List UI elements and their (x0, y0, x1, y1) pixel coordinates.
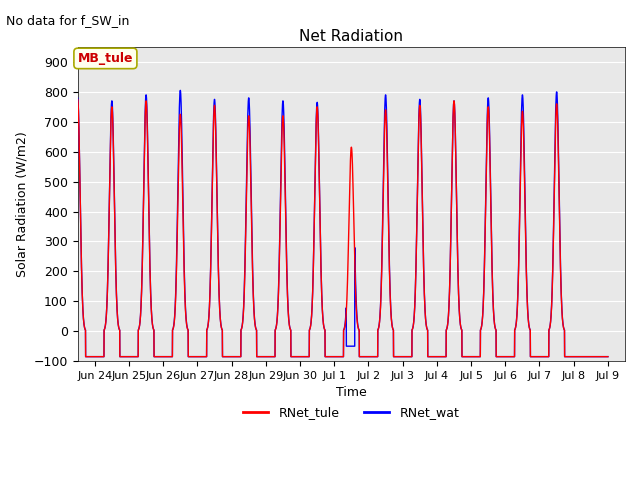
Text: No data for f_SW_in: No data for f_SW_in (6, 14, 130, 27)
X-axis label: Time: Time (336, 386, 367, 399)
Y-axis label: Solar Radiation (W/m2): Solar Radiation (W/m2) (15, 131, 28, 277)
Title: Net Radiation: Net Radiation (300, 29, 403, 44)
Legend: RNet_tule, RNet_wat: RNet_tule, RNet_wat (238, 401, 464, 424)
Text: MB_tule: MB_tule (77, 52, 133, 65)
